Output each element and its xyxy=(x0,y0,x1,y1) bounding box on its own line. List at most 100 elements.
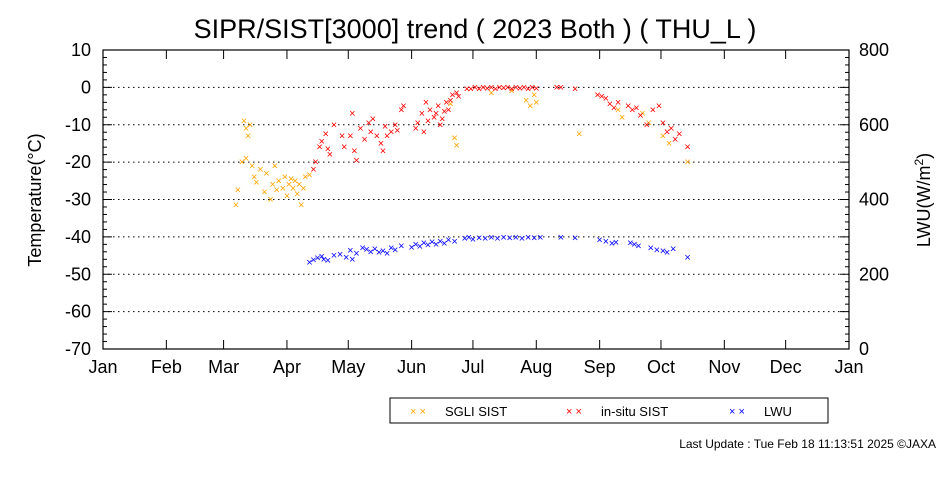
data-point: × xyxy=(437,236,443,248)
data-point: × xyxy=(453,140,459,152)
data-point: × xyxy=(321,254,327,266)
data-point: × xyxy=(670,243,676,255)
data-point: × xyxy=(533,83,539,95)
data-point: × xyxy=(664,247,670,259)
data-point: × xyxy=(611,102,617,114)
data-point: × xyxy=(654,244,660,256)
data-point: × xyxy=(353,155,359,167)
data-point: × xyxy=(521,82,527,94)
data-point: × xyxy=(388,127,394,139)
data-point: × xyxy=(664,127,670,139)
data-point: × xyxy=(257,164,263,176)
data-point: × xyxy=(476,84,482,96)
data-point: × xyxy=(249,160,255,172)
data-point: × xyxy=(629,104,635,116)
data-point: × xyxy=(425,240,431,252)
data-point: × xyxy=(619,112,625,124)
data-point: × xyxy=(447,95,453,107)
data-point: × xyxy=(660,246,666,258)
data-point: × xyxy=(615,97,621,109)
series-2: ×××××× × × ×××× ××××××××× × ×××××××××× × ××× × × × ×… xyxy=(306,232,691,269)
data-point: × xyxy=(398,241,404,253)
data-point: × xyxy=(488,87,494,99)
data-point: × xyxy=(470,234,476,246)
legend-entry: × × SGLI SIST xyxy=(410,404,507,419)
data-point: × xyxy=(517,83,523,95)
data-point: × xyxy=(558,82,564,94)
data-point: × xyxy=(480,82,486,94)
data-point: × xyxy=(365,117,371,129)
x-tick-label: Jul xyxy=(461,357,484,377)
y-tick-label: -30 xyxy=(65,190,91,210)
data-point: × xyxy=(615,104,621,116)
data-point: × xyxy=(415,117,421,129)
data-point: × xyxy=(607,99,613,111)
legend-box xyxy=(389,397,829,424)
x-tick-label: Dec xyxy=(770,357,802,377)
data-point: × xyxy=(392,244,398,256)
data-point: × xyxy=(376,247,382,259)
y-tick-label: -10 xyxy=(65,115,91,135)
data-point: × xyxy=(439,114,445,126)
data-point: × xyxy=(292,175,298,187)
data-point: × xyxy=(492,84,498,96)
data-point: × xyxy=(666,138,672,150)
data-point: × xyxy=(504,82,510,94)
data-point: × xyxy=(433,108,439,120)
data-point: × xyxy=(310,164,316,176)
data-point: × xyxy=(576,129,582,141)
data-point: × xyxy=(468,84,474,96)
data-point: × xyxy=(594,89,600,101)
data-point: × xyxy=(361,134,367,146)
data-point: × xyxy=(245,130,251,142)
chart-title: SIPR/SIST[3000] trend ( 2023 Both ) ( TH… xyxy=(194,14,757,44)
x-tick-label: May xyxy=(331,357,365,377)
data-point: × xyxy=(631,239,637,251)
data-point: × xyxy=(384,130,390,142)
data-point: × xyxy=(509,86,515,98)
y2-tick-label: 800 xyxy=(859,40,889,60)
data-point: × xyxy=(660,130,666,142)
x-tick-label: Apr xyxy=(273,357,301,377)
data-point: × xyxy=(271,160,277,172)
series-0: ×××××××××××××××××××××××××××××××××××× ××××… xyxy=(233,86,691,212)
grid-lines xyxy=(103,86,849,313)
data-point: × xyxy=(247,119,253,131)
data-point: × xyxy=(349,108,355,120)
data-point: × xyxy=(347,130,353,142)
data-point: × xyxy=(384,248,390,260)
last-update-text: Last Update : Tue Feb 18 11:13:51 2025 ©… xyxy=(679,437,936,451)
data-point: × xyxy=(417,241,423,253)
data-point: × xyxy=(392,119,398,131)
data-point: × xyxy=(537,232,543,244)
data-point: × xyxy=(435,101,441,113)
data-point: × xyxy=(451,236,457,248)
legend-entry: × × LWU xyxy=(729,404,792,419)
data-point: × xyxy=(507,232,513,244)
data-point: × xyxy=(533,97,539,109)
data-point: × xyxy=(261,187,267,199)
data-point: × xyxy=(235,185,241,197)
data-point: × xyxy=(421,127,427,139)
data-point: × xyxy=(596,234,602,246)
data-point: × xyxy=(443,97,449,109)
data-point: × xyxy=(523,95,529,107)
y-tick-label: -40 xyxy=(65,227,91,247)
data-point: × xyxy=(316,142,322,154)
data-point: × xyxy=(339,130,345,142)
data-point: × xyxy=(314,253,320,265)
data-point: × xyxy=(327,149,333,161)
data-point: × xyxy=(398,104,404,116)
data-point: × xyxy=(643,119,649,131)
data-point: × xyxy=(241,116,247,128)
data-point: × xyxy=(462,233,468,245)
data-point: × xyxy=(433,239,439,251)
data-point: × xyxy=(378,138,384,150)
data-point: × xyxy=(572,232,578,244)
data-point: × xyxy=(513,232,519,244)
x-axis: Jan Feb Mar Apr May Jun Jul Aug Sep Oct Nov Dec Jan xyxy=(88,50,864,377)
data-point: × xyxy=(302,172,308,184)
data-point: × xyxy=(451,132,457,144)
data-point: × xyxy=(627,237,633,249)
y-tick-label: -70 xyxy=(65,339,91,359)
